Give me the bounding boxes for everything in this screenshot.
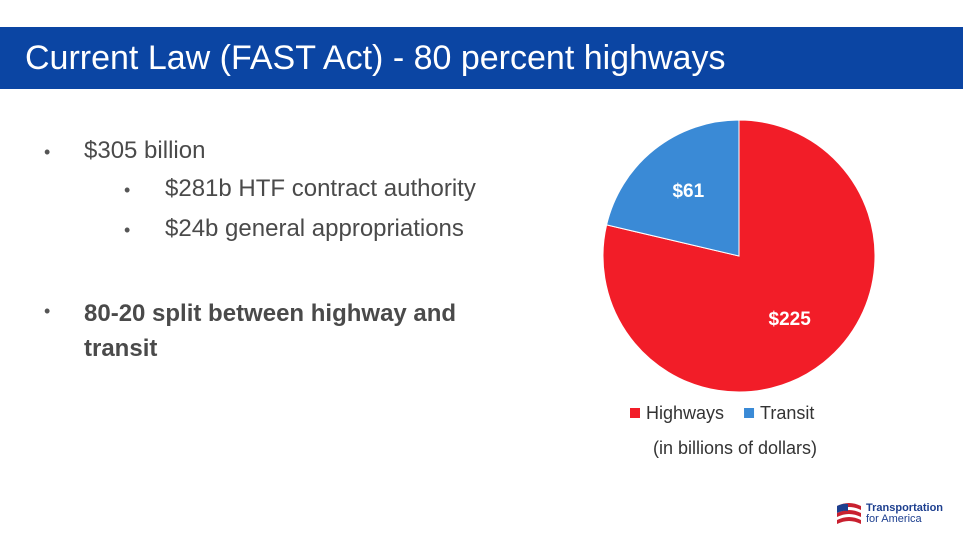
bullet: 80-20 split between highway and transit bbox=[84, 300, 457, 362]
legend-label: Highways bbox=[646, 403, 724, 423]
bullet-dot: • bbox=[44, 301, 51, 321]
sub-bullet: $24b general appropriations bbox=[165, 215, 464, 242]
legend-swatch bbox=[630, 408, 640, 418]
header-bar: Current Law (FAST Act) - 80 percent high… bbox=[0, 27, 963, 89]
sub-bullet: $281b HTF contract authority bbox=[165, 175, 476, 202]
data-label: $61 bbox=[672, 181, 704, 202]
chart-note: (in billions of dollars) bbox=[653, 438, 817, 458]
legend-swatch bbox=[744, 408, 755, 418]
data-label: $225 bbox=[769, 309, 812, 330]
bullet-dot: • bbox=[124, 180, 131, 200]
logo-flag bbox=[837, 503, 861, 524]
logo-text: Transportation bbox=[866, 502, 943, 514]
bullet-dot: • bbox=[124, 220, 131, 240]
bullet-dot: • bbox=[44, 142, 51, 162]
pie-slice bbox=[606, 119, 740, 257]
legend-label: Transit bbox=[760, 403, 814, 423]
slide-title: Current Law (FAST Act) - 80 percent high… bbox=[25, 39, 726, 77]
bullet: $305 billion bbox=[84, 137, 206, 164]
logo-text: for America bbox=[866, 513, 923, 525]
